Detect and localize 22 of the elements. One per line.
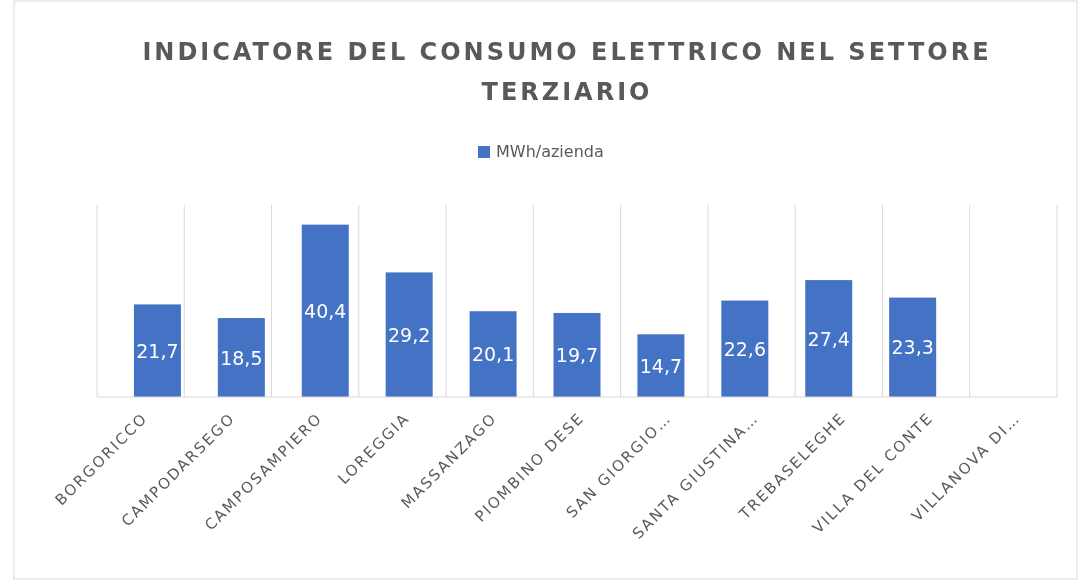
bar [133,304,181,397]
bar [469,311,517,397]
bar [553,312,601,397]
data-label: 23,3 [891,336,934,359]
data-label: 22,6 [723,337,766,360]
bar [385,272,433,397]
data-label: 18,5 [220,346,263,369]
data-label: 21,7 [136,339,179,362]
data-label: 14,7 [639,354,683,377]
bar [301,224,349,397]
data-label: 40,4 [304,299,347,322]
data-label: 20,1 [471,343,515,366]
bar [889,297,937,397]
bar [217,318,265,397]
chart-title: INDICATORE DEL CONSUMO ELETTRICO NEL SETTORE TERZIARIO [142,38,992,106]
bar [637,334,685,397]
data-label: 29,2 [388,323,431,346]
data-label: 27,4 [807,327,850,350]
bar [721,300,769,397]
data-label: 19,7 [555,343,599,366]
legend-label: MWh/azienda [496,142,604,161]
bar [805,280,853,397]
